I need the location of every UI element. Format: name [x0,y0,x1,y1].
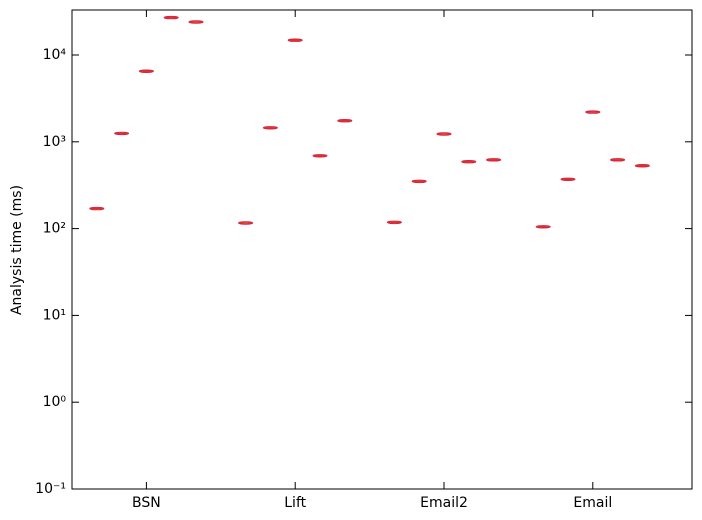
box [138,69,154,73]
box [585,110,601,114]
box [436,132,452,136]
x-tick-label: BSN [132,495,161,511]
y-tick-label: 10⁻¹ [35,481,66,497]
box [634,164,650,168]
box [114,131,130,136]
box [610,158,626,162]
plot-frame [71,9,693,490]
y-tick-label: 10¹ [43,307,66,323]
box [287,38,303,42]
box [386,220,402,225]
box [89,206,105,211]
box [163,15,179,20]
box [486,158,502,162]
box [535,225,551,229]
box [262,126,278,130]
box [411,179,427,184]
y-tick-label: 10² [43,221,66,237]
y-tick-label: 10³ [43,134,66,150]
y-tick-label: 10⁰ [43,394,67,410]
box [560,177,576,181]
box [337,119,353,123]
box [461,159,477,164]
box [238,221,254,225]
box [312,154,328,158]
y-tick-label: 10⁴ [43,47,67,63]
box [188,20,204,24]
x-tick-label: Lift [284,495,306,511]
y-axis-label: Analysis time (ms) [9,185,25,315]
x-tick-label: Email2 [420,495,468,511]
x-tick-label: Email [573,495,612,511]
